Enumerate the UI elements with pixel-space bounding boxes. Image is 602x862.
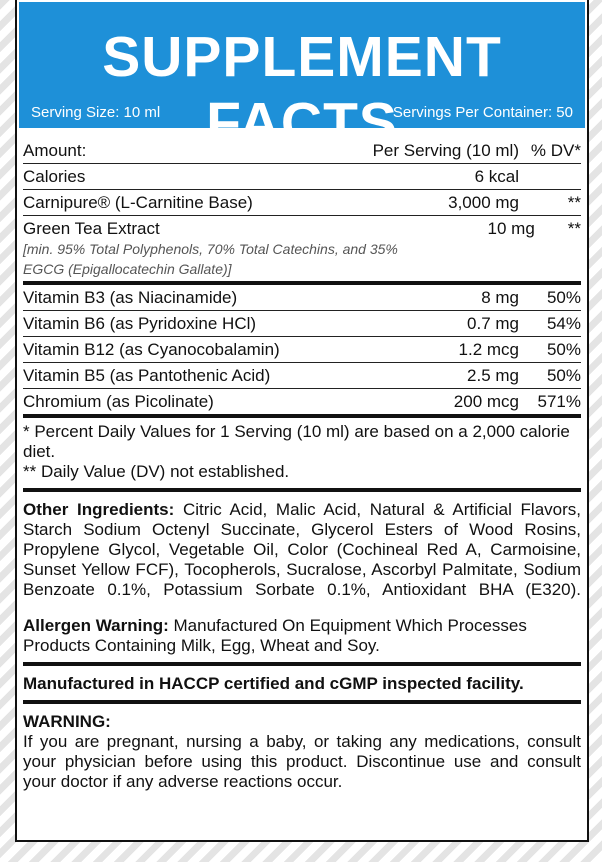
nutrient-name: Carnipure® (L-Carnitine Base) xyxy=(23,193,253,212)
manufactured: Manufactured in HACCP certified and cGMP… xyxy=(23,666,581,704)
daily-value: 571% xyxy=(537,392,581,411)
daily-value: ** xyxy=(567,219,581,238)
nutrient-row: Green Tea Extract [min. 95% Total Polyphe… xyxy=(23,216,581,285)
column-header: Amount: Per Serving (10 ml) % DV* xyxy=(23,138,581,164)
nutrient-row: Carnipure® (L-Carnitine Base) 3,000 mg ** xyxy=(23,190,581,216)
text: Manufactured in HACCP certified and cGMP… xyxy=(23,674,524,693)
amount: 3,000 mg xyxy=(448,193,519,212)
nutrient-name: Vitamin B6 (as Pyridoxine HCl) xyxy=(23,314,257,333)
serving-size: Serving Size: 10 ml xyxy=(31,104,161,121)
nutrient-name: Vitamin B12 (as Cyanocobalamin) xyxy=(23,340,280,359)
facts-panel: SUPPLEMENT FACTS Serving Size: 10 ml Ser… xyxy=(15,0,589,842)
amount: 200 mcg xyxy=(453,392,519,411)
nutrient-row: Vitamin B12 (as Cyanocobalamin) 1.2 mcg 50… xyxy=(23,337,581,363)
nutrient-row: Chromium (as Picolinate) 200 mcg 571% xyxy=(23,389,581,418)
nutrient-cell: Vitamin B6 (as Pyridoxine HCl) xyxy=(23,314,369,334)
amount: 2.5 mg xyxy=(467,366,519,385)
text: If you are pregnant, nursing a baby, or … xyxy=(23,732,581,791)
label: Other Ingredients: xyxy=(23,500,175,519)
amount: 1.2 mcg xyxy=(458,340,519,359)
amount: 6 kcal xyxy=(474,167,519,186)
nutrient-row: Vitamin B3 (as Niacinamide) 8 mg 50% xyxy=(23,285,581,311)
nutrient-cell: Green Tea Extract [min. 95% Total Polyphe… xyxy=(23,219,423,279)
nutrient-row: Calories 6 kcal xyxy=(23,164,581,190)
warning: WARNING: If you are pregnant, nursing a … xyxy=(23,704,581,798)
nutrient-cell: Vitamin B3 (as Niacinamide) xyxy=(23,288,369,308)
daily-value: 50% xyxy=(546,340,581,359)
title: SUPPLEMENT FACTS xyxy=(102,25,502,155)
label: WARNING: xyxy=(23,712,111,731)
column: Per Serving (10 ml) xyxy=(372,141,519,160)
amount: 8 mg xyxy=(481,288,519,307)
nutrient-row: Vitamin B5 (as Pantothenic Acid) 2.5 mg 50… xyxy=(23,363,581,389)
nutrient-cell: Vitamin B12 (as Cyanocobalamin) xyxy=(23,340,369,360)
nutrient-cell: Vitamin B5 (as Pantothenic Acid) xyxy=(23,366,369,386)
footnote: ** Daily Value (DV) not established. xyxy=(23,462,290,481)
label: Allergen Warning: xyxy=(23,616,169,635)
footnote: * Percent Daily Values for 1 Serving (10… xyxy=(23,422,570,461)
daily-value: ** xyxy=(567,193,581,212)
daily-value: 50% xyxy=(546,366,581,385)
daily-value: 54% xyxy=(546,314,581,333)
nutrient-cell: Carnipure® (L-Carnitine Base) xyxy=(23,193,369,213)
amount: 0.7 mg xyxy=(467,314,519,333)
nutrient-name: Vitamin B3 (as Niacinamide) xyxy=(23,288,238,307)
nutrient-name: Green Tea Extract xyxy=(23,219,160,238)
text: Manufactured On Equipment Which Processe… xyxy=(23,616,527,655)
nutrient-row: Vitamin B6 (as Pyridoxine HCl) 0.7 mg 54% xyxy=(23,311,581,337)
column: % DV* xyxy=(530,141,581,160)
other-ingredients: Other Ingredients: Citric Acid, Malic Ac… xyxy=(23,492,581,606)
column: Amount: xyxy=(23,141,87,160)
footnotes: * Percent Daily Values for 1 Serving (10… xyxy=(23,418,581,492)
nutrient-cell: Calories xyxy=(23,167,369,187)
nutrient-note: [min. 95% Total Polyphenols, 70% Total C… xyxy=(23,241,398,277)
daily-value: 50% xyxy=(546,288,581,307)
text: Citric Acid, Malic Acid, Natural & Artif… xyxy=(23,500,581,599)
amount: 10 mg xyxy=(487,219,535,238)
nutrient-name: Chromium (as Picolinate) xyxy=(23,392,214,411)
servings-per-container: Servings Per Container: 50 xyxy=(392,104,573,121)
nutrient-name: Vitamin B5 (as Pantothenic Acid) xyxy=(23,366,271,385)
allergen: Allergen Warning: Manufactured On Equipm… xyxy=(23,606,581,666)
nutrient-cell: Chromium (as Picolinate) xyxy=(23,392,369,412)
content: Amount: Per Serving (10 ml) % DV* Calori… xyxy=(17,138,587,798)
nutrient-name: Calories xyxy=(23,167,86,186)
header: SUPPLEMENT FACTS Serving Size: 10 ml Ser… xyxy=(19,2,585,155)
rows: Calories 6 kcal Carnipure® (L-Carnitine Ba… xyxy=(23,164,581,418)
